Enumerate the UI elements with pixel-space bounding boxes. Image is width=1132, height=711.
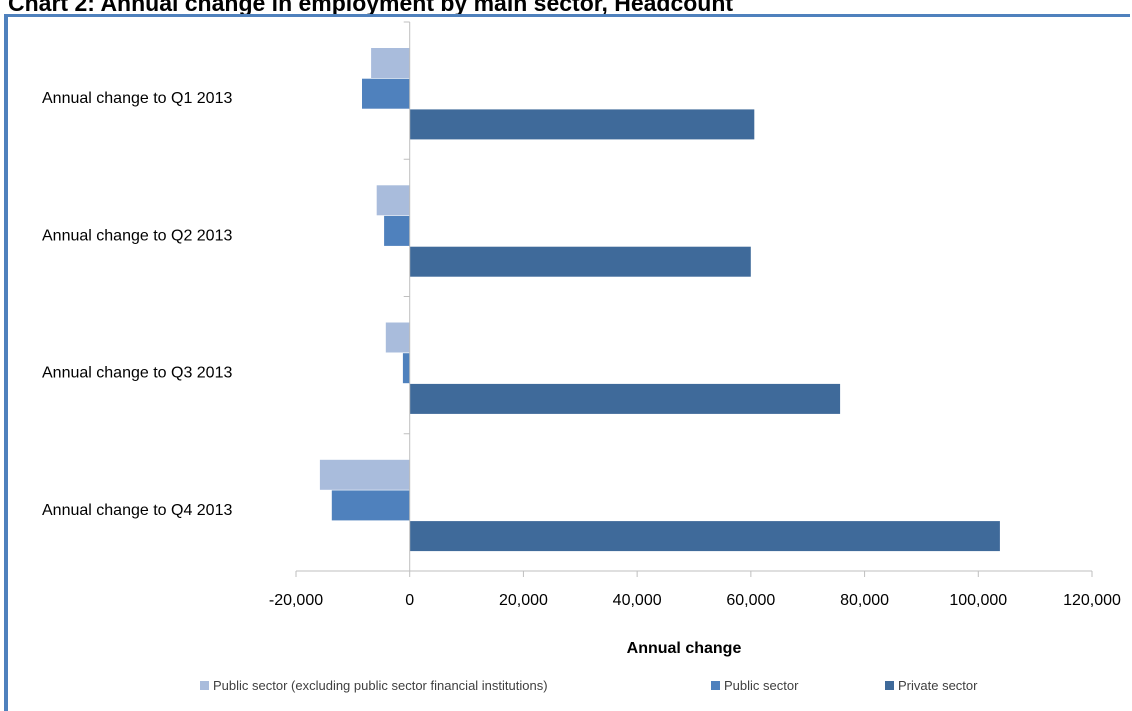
bar-1-2 (376, 185, 410, 216)
x-tick-label-6: 100,000 (949, 592, 1007, 609)
bar-1-4 (319, 459, 410, 490)
category-label-1: Annual change to Q1 2013 (42, 90, 232, 107)
bar-1-3 (385, 322, 410, 353)
bar-3-1 (409, 109, 755, 140)
bar-2-2 (384, 215, 410, 246)
legend-swatch-3 (885, 681, 894, 690)
bar-3-2 (409, 246, 751, 277)
x-tick-label-3: 40,000 (613, 592, 662, 609)
legend: Public sector (excluding public sector f… (200, 678, 978, 693)
x-tick-label-5: 80,000 (840, 592, 889, 609)
chart-frame (4, 14, 1130, 711)
x-tick-label-4: 60,000 (726, 592, 775, 609)
legend-label-1: Public sector (excluding public sector f… (213, 678, 548, 693)
x-axis-title: Annual change (627, 640, 742, 657)
x-tick-label-7: 120,000 (1063, 592, 1121, 609)
bar-3-4 (409, 521, 1000, 552)
bar-2-4 (331, 490, 410, 521)
legend-swatch-2 (711, 681, 720, 690)
legend-label-3: Private sector (898, 678, 978, 693)
chart-title: Chart 2: Annual change in employment by … (8, 0, 734, 14)
category-label-2: Annual change to Q2 2013 (42, 227, 232, 244)
bars-group (319, 48, 1000, 552)
x-tick-label-1: 0 (405, 592, 414, 609)
x-tick-label-0: -20,000 (269, 592, 323, 609)
legend-swatch-1 (200, 681, 209, 690)
bar-1-1 (371, 48, 410, 78)
labels-group: -20,000 0 20,000 40,000 60,000 80,000 100,000 1… (42, 90, 1121, 657)
bar-3-3 (409, 383, 841, 414)
bar-2-1 (362, 78, 410, 109)
bar-2-3 (402, 353, 410, 384)
axes-group (295, 21, 1093, 577)
legend-label-2: Public sector (724, 678, 799, 693)
category-label-4: Annual change to Q4 2013 (42, 502, 232, 519)
x-tick-label-2: 20,000 (499, 592, 548, 609)
category-label-3: Annual change to Q3 2013 (42, 365, 232, 382)
